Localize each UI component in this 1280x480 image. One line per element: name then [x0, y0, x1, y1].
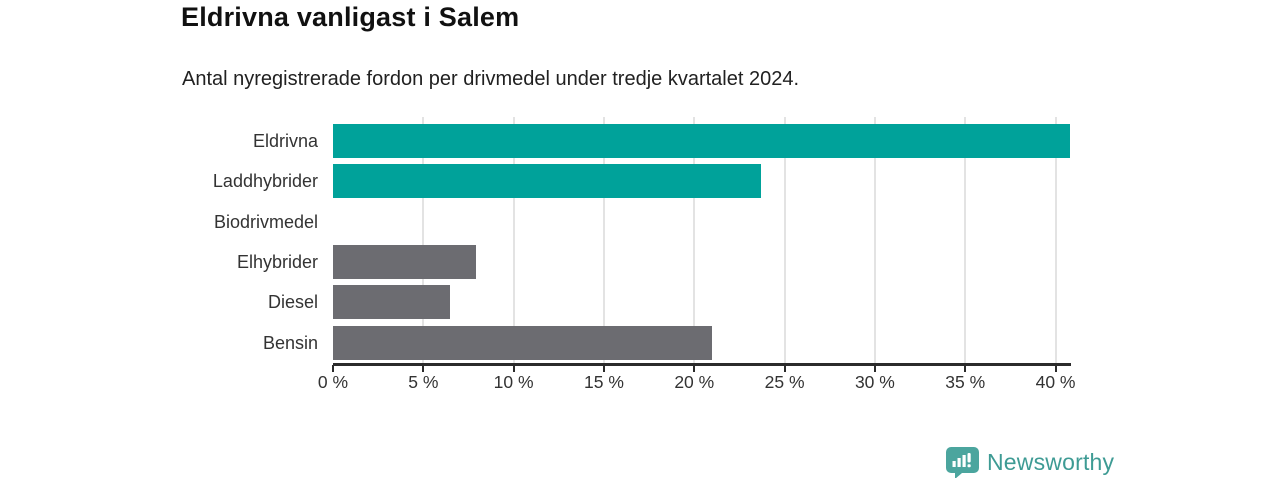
bar-elhybrider [333, 245, 476, 280]
gridline [693, 117, 696, 363]
bar-laddhybrider [333, 164, 762, 199]
category-label: Laddhybrider [212, 171, 318, 192]
x-axis-tick [422, 365, 425, 372]
bar-diesel [333, 285, 451, 320]
x-axis-tick [332, 365, 334, 372]
x-axis-tick [512, 365, 515, 372]
x-tick-label: 25 % [764, 372, 805, 392]
category-label: Elhybrider [236, 251, 318, 272]
gridline [422, 117, 425, 363]
x-axis-tick [873, 365, 876, 372]
x-axis-tick [693, 365, 696, 372]
gridline [602, 117, 605, 363]
x-tick-label: 30 % [854, 372, 895, 392]
gridline [783, 117, 786, 363]
gridline [873, 117, 876, 363]
gridline [512, 117, 515, 363]
category-label: Diesel [267, 292, 318, 313]
x-axis-tick [1054, 365, 1057, 372]
bar-bensin [333, 325, 713, 360]
chart-subtitle: Antal nyregistrerade fordon per drivmede… [182, 68, 800, 90]
x-tick-label: 35 % [945, 372, 986, 392]
category-label: Bensin [262, 332, 318, 353]
x-tick-label: 10 % [493, 372, 534, 392]
gridline [1054, 117, 1057, 363]
category-label: Biodrivmedel [213, 211, 318, 232]
x-axis-tick [602, 365, 605, 372]
category-label: Eldrivna [252, 131, 318, 151]
newsworthy-logo: Newsworthy [946, 447, 1114, 478]
x-axis-line [333, 363, 1071, 366]
x-tick-label: 20 % [674, 372, 715, 392]
newsworthy-icon [946, 447, 979, 478]
newsworthy-wordmark: Newsworthy [987, 449, 1115, 475]
x-tick-label: 40 % [1035, 372, 1076, 392]
x-tick-label: 0 % [317, 372, 349, 392]
bar-eldrivna [333, 124, 1070, 159]
gridline [964, 117, 967, 363]
chart-title: Eldrivna vanligast i Salem [181, 2, 520, 32]
x-tick-label: 15 % [584, 372, 624, 392]
x-axis-tick [783, 365, 786, 372]
x-tick-label: 5 % [408, 372, 439, 392]
x-axis-tick [964, 365, 967, 372]
